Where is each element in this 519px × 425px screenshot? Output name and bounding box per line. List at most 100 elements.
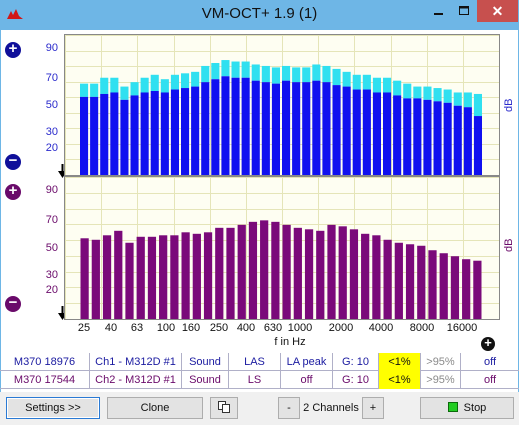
spectrum-bar-peak — [231, 61, 240, 78]
spectrum-bar-peak — [322, 65, 331, 83]
y-tick: 30 — [45, 126, 58, 138]
spectrum-bar — [100, 93, 109, 175]
spectrum-bar-peak — [201, 65, 210, 83]
x-tick: 63 — [130, 322, 144, 334]
spectrum-bar-peak — [282, 65, 291, 81]
spectrum-bar — [443, 102, 452, 175]
remove-channel-button[interactable]: - — [278, 397, 300, 419]
spectrum-bar-peak — [100, 77, 109, 94]
state-cell[interactable]: off — [483, 356, 497, 368]
copy-button[interactable] — [210, 397, 238, 419]
spectrum-bar — [140, 92, 149, 175]
close-icon: ✕ — [491, 3, 504, 19]
spectrum-bar-peak — [302, 67, 311, 83]
spectrum-bar-peak — [191, 71, 200, 87]
spectrum-bar — [342, 86, 351, 175]
spectrum-bar-peak — [110, 77, 119, 93]
stop-button[interactable]: Stop — [420, 397, 514, 419]
minimize-button[interactable] — [425, 0, 451, 22]
stop-indicator-icon — [447, 402, 458, 412]
clone-button[interactable]: Clone — [107, 397, 203, 419]
meter-id-cell[interactable]: M370 17544 — [0, 371, 90, 389]
y-tick: 70 — [45, 72, 58, 84]
spectrum-bar — [201, 82, 210, 175]
minimize-icon — [434, 13, 443, 15]
spectrum-bar — [405, 244, 415, 319]
zoom-in-frequency-icon[interactable]: + — [481, 335, 495, 351]
channel-cell[interactable]: Ch2 - M312D #1 — [90, 371, 182, 389]
channel-cell[interactable]: Ch1 - M312D #1 — [90, 353, 182, 371]
spectrum-bar-peak — [352, 74, 361, 90]
spectrum-bar — [413, 98, 422, 175]
underrange-indicator: <1% — [379, 353, 421, 371]
spectrum-bar — [251, 80, 260, 175]
mode-cell[interactable]: Sound — [182, 353, 229, 371]
x-tick: 25 — [77, 322, 91, 334]
gain-cell[interactable]: G: 10 — [333, 353, 379, 371]
spectrum-bar-peak — [413, 86, 422, 99]
spectrum-bar — [383, 239, 392, 319]
peak-cell[interactable]: LA peak — [281, 353, 333, 371]
overrange-indicator: >95% — [421, 353, 461, 371]
spectrum-bar — [453, 105, 462, 175]
zoom-in-bottom-icon[interactable]: + — [5, 182, 21, 200]
add-channel-button[interactable]: + — [362, 397, 384, 419]
spectrum-bar — [231, 77, 240, 175]
settings-button[interactable]: Settings >> — [6, 397, 100, 419]
spectrum-bar — [473, 116, 482, 175]
peak-cell[interactable]: off — [281, 371, 333, 389]
spectrum-bar-peak — [473, 93, 482, 117]
spectrum-bar — [221, 76, 230, 175]
close-button[interactable]: ✕ — [477, 0, 518, 22]
state-cell[interactable]: off — [483, 374, 497, 386]
x-tick: 40 — [104, 322, 118, 334]
spectrum-bar — [282, 80, 291, 175]
spectrum-bar — [191, 86, 200, 175]
spectrum-bar-peak — [150, 74, 159, 91]
spectrum-bar — [125, 242, 134, 319]
spectrum-bar-peak — [403, 83, 412, 99]
y-tick: 20 — [45, 284, 58, 296]
spectrum-bar — [237, 224, 246, 319]
zoom-out-top-icon[interactable]: − — [5, 152, 21, 170]
zoom-out-bottom-icon[interactable]: − — [5, 294, 21, 312]
x-tick: 4000 — [368, 322, 394, 334]
spectrum-bar — [181, 232, 190, 319]
spectrum-bar — [248, 221, 258, 319]
spectrum-bar-peak — [90, 83, 99, 97]
weighting-cell[interactable]: LAS — [229, 353, 281, 371]
spectrum-bar-peak — [393, 80, 402, 96]
spectrum-bar — [136, 236, 145, 319]
spectrum-bar — [91, 239, 100, 319]
bottom-y-axis-label: dB — [503, 238, 515, 252]
spectrum-bar — [450, 256, 460, 319]
spectrum-bar — [292, 82, 301, 175]
x-tick: 630 — [263, 322, 283, 334]
spectrum-bar — [170, 235, 179, 319]
spectrum-bar-peak — [292, 67, 301, 83]
spectrum-bar-peak — [80, 83, 89, 97]
copy-icon — [218, 401, 230, 413]
weighting-cell[interactable]: LS — [229, 371, 281, 389]
spectrum-bar-peak — [160, 79, 169, 93]
channel-row-2: M370 17544 Ch2 - M312D #1 Sound LS off G… — [0, 371, 519, 389]
gain-cell[interactable]: G: 10 — [333, 371, 379, 389]
spectrum-bar — [215, 227, 224, 319]
spectrum-bar-peak — [181, 73, 190, 89]
zoom-in-top-icon[interactable]: + — [5, 40, 21, 58]
mode-cell[interactable]: Sound — [182, 371, 229, 389]
spectrum-bar — [462, 259, 471, 319]
spectrum-bar — [322, 82, 331, 175]
spectrum-bar — [211, 79, 220, 175]
spectrum-bar — [203, 232, 213, 319]
spectrum-bar — [260, 220, 269, 319]
channel-count-label: 2 Channels — [303, 402, 359, 414]
x-tick: 16000 — [446, 322, 478, 334]
y-tick: 90 — [45, 184, 58, 196]
maximize-button[interactable] — [451, 0, 477, 22]
spectrum-bar-peak — [140, 77, 149, 93]
spectrum-bar — [102, 235, 112, 319]
x-tick: 1000 — [287, 322, 313, 334]
meter-id-cell[interactable]: M370 18976 — [0, 353, 90, 371]
top-spectrum-svg — [65, 35, 499, 175]
